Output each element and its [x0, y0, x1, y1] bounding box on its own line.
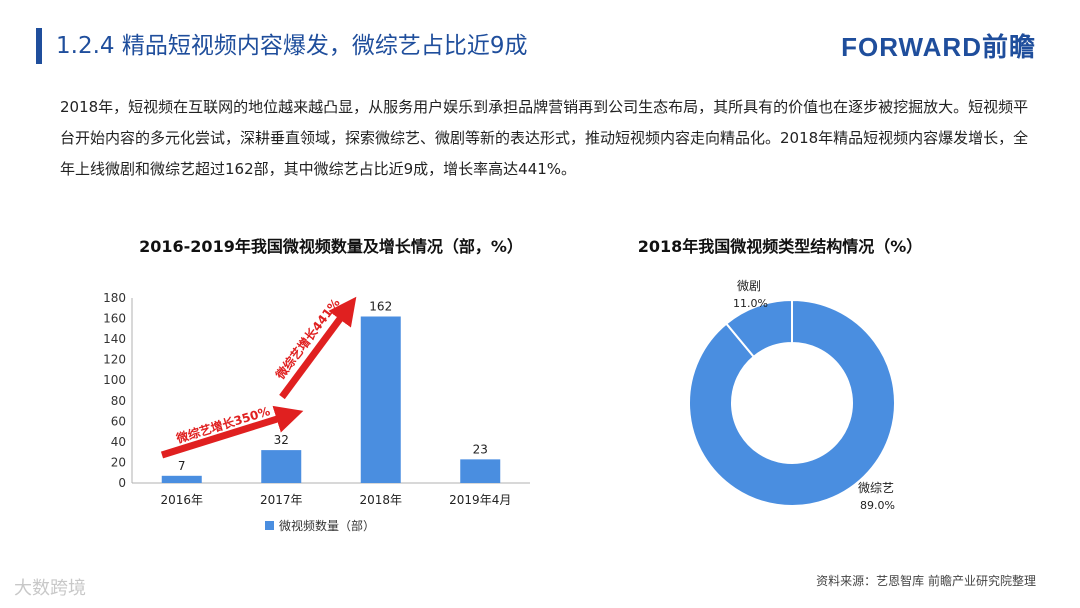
y-tick-label: 60	[111, 414, 126, 428]
bar	[161, 475, 202, 483]
bar	[360, 316, 401, 483]
y-tick-label: 120	[103, 353, 126, 367]
donut-slice	[724, 298, 793, 359]
x-tick-label: 2017年	[260, 493, 303, 507]
y-tick-label: 100	[103, 373, 126, 387]
x-tick-label: 2018年	[359, 493, 402, 507]
bar-value-label: 32	[274, 433, 289, 447]
x-tick-label: 2019年4月	[449, 493, 511, 507]
page-title: 1.2.4 精品短视频内容爆发，微综艺占比近9成	[56, 33, 528, 59]
bar-chart-title: 2016-2019年我国微视频数量及增长情况（部，%）	[139, 237, 523, 256]
bar	[460, 459, 501, 483]
bar-value-label: 162	[369, 300, 392, 314]
bar-value-label: 23	[473, 442, 488, 456]
legend-label: 微视频数量（部）	[279, 518, 375, 533]
bar-chart: 0 20 40 60 80 100 120 140 160 180 7 2016年 32 2017年 162…	[103, 291, 530, 533]
growth-arrow-2017	[160, 405, 304, 459]
donut-slice	[688, 298, 896, 507]
bar-value-label: 7	[178, 459, 186, 473]
donut-chart-title: 2018年我国微视频类型结构情况（%）	[637, 237, 923, 256]
y-tick-label: 40	[111, 435, 126, 449]
slice-value-label: 11.0%	[733, 297, 768, 310]
y-tick-label: 160	[103, 312, 126, 326]
source-note: 资料来源：艺恩智库 前瞻产业研究院整理	[816, 574, 1036, 588]
legend-swatch	[265, 521, 274, 530]
y-tick-label: 0	[118, 476, 126, 490]
intro-paragraph: 2018年，短视频在互联网的地位越来越凸显，从服务用户娱乐到承担品牌营销再到公司…	[60, 98, 1029, 178]
bar	[261, 450, 302, 483]
growth-label-2018: 微综艺增长441%	[272, 295, 343, 382]
y-tick-label: 80	[111, 394, 126, 408]
y-tick-label: 20	[111, 455, 126, 469]
y-tick-label: 140	[103, 332, 126, 346]
slice-value-label: 89.0%	[860, 499, 895, 512]
x-tick-label: 2016年	[160, 493, 203, 507]
growth-arrow-2018	[279, 296, 357, 400]
brand-logo: FORWARD前瞻	[841, 32, 1036, 62]
slice-label: 微综艺	[858, 481, 894, 495]
title-accent-bar	[36, 28, 42, 64]
slice-label: 微剧	[737, 279, 761, 293]
watermark-text: 大数跨境	[14, 578, 86, 599]
y-tick-label: 180	[103, 291, 126, 305]
donut-chart: 微综艺 89.0% 微剧 11.0%	[688, 279, 896, 512]
